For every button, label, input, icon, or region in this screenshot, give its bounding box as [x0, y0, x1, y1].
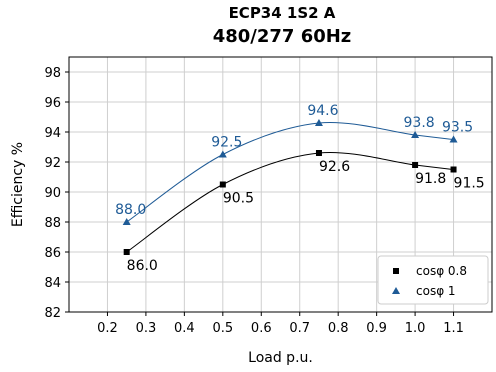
data-point: [123, 249, 130, 255]
data-label: 92.6: [319, 159, 350, 175]
data-point: [218, 150, 227, 158]
legend-entry: cosφ 0.8: [416, 264, 467, 278]
chart-title: ECP34 1S2 A: [229, 4, 336, 22]
data-label: 91.8: [415, 171, 446, 187]
data-label: 88.0: [115, 202, 146, 218]
series-1: 86.0 90.5 92.6 91.8 91.5: [123, 150, 485, 274]
data-point: [122, 218, 131, 225]
x-axis-label: Load p.u.: [248, 350, 313, 366]
data-label: 93.5: [442, 120, 473, 136]
data-label: 92.5: [211, 135, 242, 151]
y-tick-label: 94: [44, 126, 61, 141]
data-label: 91.5: [454, 176, 485, 192]
data-point: [411, 131, 420, 138]
series-line: [126, 121, 454, 223]
x-tick-label: 1.0: [405, 321, 426, 336]
data-point: [219, 181, 226, 188]
legend-box: [377, 255, 489, 305]
data-point: [449, 135, 458, 143]
data-point: [412, 162, 419, 168]
data-point: [315, 150, 322, 156]
x-tick-label: 0.7: [289, 321, 310, 336]
x-tick-label: 1.1: [443, 321, 464, 336]
y-axis-label: Efficiency %: [10, 142, 26, 227]
data-point: [392, 287, 400, 294]
x-tick-label: 0.8: [328, 321, 349, 336]
axis-ticks: 0.2 0.3 0.4 0.5 0.6 0.7 0.8 0.9 1.0 1.1 82 84 86 88 90…: [44, 66, 463, 336]
x-tick-label: 0.5: [212, 321, 233, 336]
data-point: [393, 268, 399, 274]
data-label: 86.0: [127, 258, 158, 274]
plot-area: [68, 56, 493, 313]
data-point: [314, 119, 323, 126]
y-tick-label: 86: [44, 246, 61, 261]
data-label: 93.8: [404, 115, 435, 131]
y-tick-label: 82: [44, 306, 61, 321]
legend: cosφ 0.8 cosφ 1: [377, 255, 489, 305]
x-tick-label: 0.2: [97, 321, 118, 336]
y-tick-label: 90: [44, 186, 61, 201]
series-line: [126, 151, 454, 253]
series-group: 86.0 90.5 92.6 91.8 91.5 88.0 92.5 94.6 93.8 93.5: [115, 103, 485, 274]
y-tick-label: 96: [44, 96, 61, 111]
y-tick-label: 84: [44, 276, 61, 291]
data-label: 94.6: [307, 103, 338, 119]
data-point: [450, 166, 457, 173]
chart-subtitle: 480/277 60Hz: [213, 26, 352, 47]
x-tick-label: 0.9: [366, 321, 387, 336]
x-tick-label: 0.3: [136, 321, 157, 336]
y-tick-label: 98: [44, 66, 61, 81]
series-2: 88.0 92.5 94.6 93.8 93.5: [115, 103, 473, 225]
y-tick-label: 88: [44, 216, 61, 231]
y-tick-label: 92: [44, 156, 61, 171]
data-label: 90.5: [223, 191, 254, 207]
x-tick-label: 0.6: [251, 321, 272, 336]
x-tick-label: 0.4: [174, 321, 195, 336]
legend-entry: cosφ 1: [416, 284, 456, 298]
